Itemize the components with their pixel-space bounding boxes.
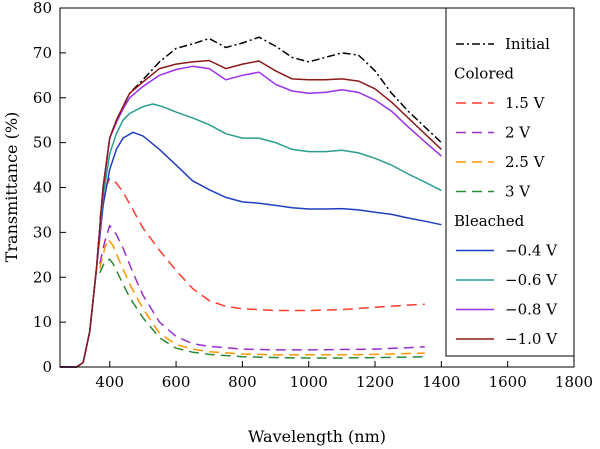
legend-header-6: Bleached (454, 212, 525, 230)
y-tick-label-3: 30 (33, 223, 52, 241)
axes: 400 600 800 1000 1200 1400 1600 1800 0 10 20 30 40 50… (33, 0, 593, 391)
x-tick-label-2: 800 (228, 373, 257, 391)
series-line-3 (99, 238, 425, 356)
x-tick-label-1: 600 (162, 373, 191, 391)
legend-box (445, 7, 575, 357)
legend: Initial Colored 1.5 V 2 V 2.5 V 3 V Bleached −0… (445, 7, 575, 357)
y-axis-label: Transmittance (%) (2, 112, 21, 263)
legend-label-4: 2.5 V (505, 153, 546, 171)
y-tick-label-6: 60 (33, 89, 52, 107)
y-tick-label-8: 80 (33, 0, 52, 17)
legend-label-7: −0.4 V (505, 242, 558, 260)
y-tick-label-7: 70 (33, 44, 52, 62)
y-tick-label-0: 0 (42, 358, 52, 376)
legend-header-1: Colored (454, 65, 514, 83)
series-line-7 (60, 65, 442, 368)
series-line-4 (99, 258, 425, 359)
x-tick-label-5: 1400 (422, 373, 460, 391)
legend-label-3: 2 V (505, 124, 531, 142)
x-tick-label-3: 1000 (290, 373, 328, 391)
y-tick-label-5: 50 (33, 134, 52, 152)
series-line-2 (99, 224, 425, 351)
legend-label-10: −1.0 V (505, 330, 558, 348)
legend-label-0: Initial (505, 35, 550, 53)
x-tick-label-0: 400 (95, 373, 124, 391)
legend-label-8: −0.6 V (505, 271, 558, 289)
x-tick-label-7: 1800 (555, 373, 593, 391)
y-tick-label-1: 10 (33, 313, 52, 331)
x-tick-label-4: 1200 (356, 373, 394, 391)
series-line-0 (60, 36, 442, 368)
legend-label-5: 3 V (505, 183, 531, 201)
plot-lines (60, 36, 442, 368)
series-line-1 (99, 177, 425, 312)
series-line-8 (60, 59, 442, 368)
y-tick-label-4: 40 (33, 179, 52, 197)
series-line-5 (60, 131, 442, 368)
legend-label-9: −0.8 V (505, 301, 558, 319)
y-tick-label-2: 20 (33, 268, 52, 286)
x-tick-label-6: 1600 (489, 373, 527, 391)
legend-label-2: 1.5 V (505, 94, 546, 112)
x-axis-label: Wavelength (nm) (248, 427, 386, 446)
